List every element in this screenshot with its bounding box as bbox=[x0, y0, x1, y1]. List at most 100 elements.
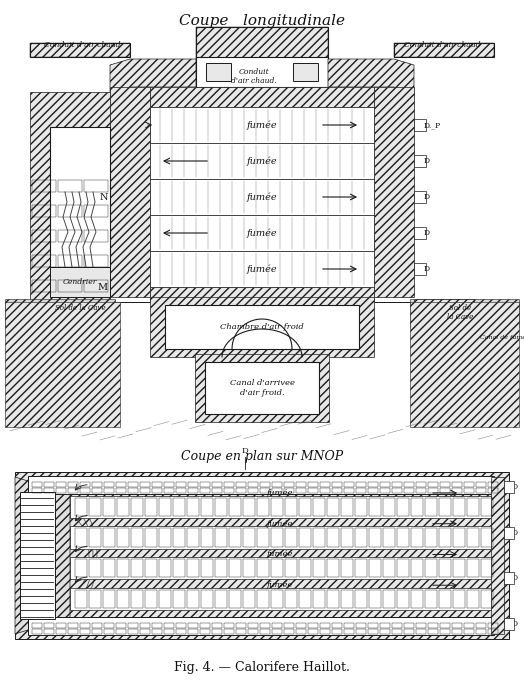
Bar bbox=[84, 230, 108, 242]
Text: fumée: fumée bbox=[247, 228, 277, 238]
Bar bbox=[150, 143, 374, 179]
Bar bbox=[103, 559, 115, 577]
Bar bbox=[428, 482, 438, 487]
Bar bbox=[344, 629, 354, 634]
Bar bbox=[196, 27, 328, 59]
Bar bbox=[89, 559, 101, 577]
Bar bbox=[452, 482, 462, 487]
Bar bbox=[164, 623, 174, 628]
Text: D: D bbox=[424, 157, 430, 165]
Bar bbox=[145, 559, 157, 577]
Bar bbox=[32, 255, 56, 267]
Text: D: D bbox=[242, 447, 248, 455]
Text: D: D bbox=[512, 574, 518, 582]
Bar bbox=[425, 498, 437, 516]
Bar bbox=[80, 623, 90, 628]
Bar bbox=[356, 623, 366, 628]
Bar bbox=[173, 528, 185, 546]
Bar bbox=[243, 528, 255, 546]
Bar bbox=[416, 482, 426, 487]
Bar bbox=[200, 488, 210, 493]
Bar bbox=[44, 482, 54, 487]
Bar bbox=[128, 623, 138, 628]
Bar bbox=[103, 528, 115, 546]
Bar bbox=[215, 590, 227, 608]
Text: fumée: fumée bbox=[267, 489, 293, 497]
Text: D: D bbox=[512, 483, 518, 491]
Bar bbox=[285, 528, 297, 546]
Bar bbox=[383, 528, 395, 546]
Bar bbox=[15, 472, 509, 639]
Bar bbox=[464, 482, 474, 487]
Bar bbox=[344, 488, 354, 493]
Bar bbox=[476, 629, 486, 634]
Bar bbox=[28, 617, 494, 635]
Bar bbox=[439, 590, 451, 608]
Bar bbox=[176, 629, 186, 634]
Bar bbox=[84, 180, 108, 192]
Bar bbox=[296, 488, 306, 493]
Bar bbox=[215, 559, 227, 577]
Bar bbox=[383, 590, 395, 608]
Bar bbox=[271, 498, 283, 516]
Bar bbox=[152, 482, 162, 487]
Bar bbox=[476, 482, 486, 487]
Bar bbox=[397, 590, 409, 608]
Bar bbox=[341, 590, 353, 608]
Bar bbox=[374, 87, 414, 297]
Text: D: D bbox=[512, 620, 518, 628]
Bar bbox=[414, 263, 426, 275]
Bar bbox=[383, 498, 395, 516]
Text: N: N bbox=[100, 192, 108, 201]
Bar bbox=[368, 482, 378, 487]
Bar bbox=[327, 559, 339, 577]
Bar bbox=[80, 488, 90, 493]
Bar bbox=[344, 623, 354, 628]
Bar bbox=[150, 107, 374, 143]
Bar bbox=[481, 590, 493, 608]
Bar bbox=[104, 629, 114, 634]
Bar bbox=[32, 180, 56, 192]
Bar bbox=[320, 623, 330, 628]
Bar bbox=[188, 488, 198, 493]
Bar bbox=[464, 623, 474, 628]
Bar bbox=[368, 488, 378, 493]
Bar bbox=[248, 629, 258, 634]
Bar bbox=[150, 179, 374, 215]
Bar bbox=[89, 590, 101, 608]
Bar bbox=[229, 528, 241, 546]
Bar bbox=[380, 623, 390, 628]
Bar bbox=[397, 528, 409, 546]
Bar bbox=[150, 297, 374, 357]
Bar bbox=[176, 488, 186, 493]
Bar bbox=[341, 559, 353, 577]
Bar bbox=[257, 498, 269, 516]
Bar bbox=[410, 299, 519, 327]
Bar bbox=[257, 559, 269, 577]
Bar bbox=[84, 280, 108, 292]
Polygon shape bbox=[328, 59, 414, 97]
Bar bbox=[488, 629, 498, 634]
Bar bbox=[440, 488, 450, 493]
Bar bbox=[285, 590, 297, 608]
Text: fumée: fumée bbox=[247, 264, 277, 274]
Bar bbox=[206, 63, 231, 81]
Bar bbox=[84, 255, 108, 267]
Bar bbox=[145, 528, 157, 546]
Bar bbox=[320, 488, 330, 493]
Text: M: M bbox=[98, 282, 108, 291]
Bar bbox=[332, 629, 342, 634]
Bar bbox=[411, 498, 423, 516]
Bar bbox=[104, 482, 114, 487]
Bar bbox=[248, 623, 258, 628]
Bar bbox=[313, 528, 325, 546]
Bar bbox=[32, 629, 42, 634]
Text: D._P: D._P bbox=[424, 121, 441, 129]
Bar bbox=[452, 629, 462, 634]
Bar bbox=[284, 482, 294, 487]
Text: Canal d'arrivee
d'air froid.: Canal d'arrivee d'air froid. bbox=[230, 379, 294, 397]
Bar bbox=[414, 227, 426, 239]
Bar bbox=[404, 623, 414, 628]
Bar bbox=[411, 590, 423, 608]
Bar bbox=[140, 482, 150, 487]
